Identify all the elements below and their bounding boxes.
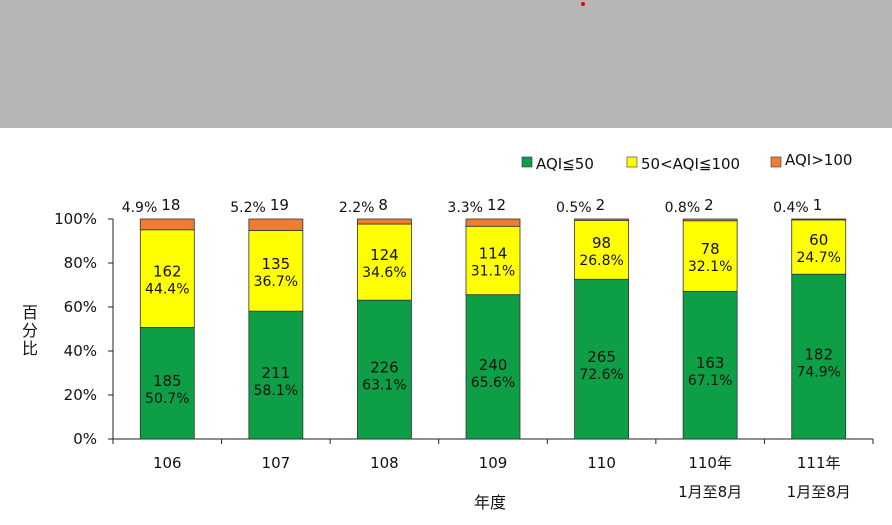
bar-segment-aqi-50-100 (791, 219, 847, 275)
data-label-percent: 2.2% (339, 200, 375, 216)
data-label-count: 19 (270, 196, 289, 214)
bar-segment-aqi-gt-100 (248, 218, 304, 231)
legend-label: AQI>100 (785, 151, 852, 169)
data-label-count: 1 (813, 196, 823, 214)
legend: AQI≦50 50<AQI≦100 AQI>100 (521, 151, 852, 173)
bar-segment-aqi-le-50 (139, 327, 195, 440)
top-gray-band (0, 0, 892, 128)
data-label-percent: 67.1% (688, 373, 732, 389)
bar-segment-aqi-50-100 (574, 219, 629, 280)
data-label-percent: 58.1% (254, 383, 298, 399)
data-label-count: 114 (479, 244, 508, 262)
data-label-percent: 5.2% (230, 200, 266, 216)
data-label-count: 18 (161, 196, 180, 214)
y-axis-title-char: 分 (22, 321, 38, 340)
data-label-count: 240 (479, 356, 508, 374)
bars (139, 218, 847, 440)
y-axis: 0% 20% 40% 60% 80% 100% (54, 210, 114, 448)
x-tick-label: 106 (153, 454, 182, 472)
data-label-percent: 0.8% (665, 200, 701, 216)
x-tick-label: 110年 (688, 454, 732, 472)
y-tick-label: 80% (64, 254, 97, 272)
data-label-percent: 72.6% (579, 367, 623, 383)
data-label-percent: 74.9% (796, 365, 840, 381)
data-label-percent: 34.6% (362, 265, 406, 281)
y-tick-label: 60% (64, 298, 97, 316)
bar-segment-aqi-50-100 (139, 229, 195, 328)
y-tick-label: 0% (73, 430, 97, 448)
x-tick-label: 110 (587, 454, 616, 472)
data-label-count: 78 (701, 240, 720, 258)
bar-segment-aqi-gt-100 (682, 218, 738, 222)
x-tick-label: 1月至8月 (787, 483, 851, 501)
data-label-percent: 36.7% (254, 274, 298, 290)
data-label-percent: 44.4% (145, 282, 189, 298)
data-label-percent: 65.6% (471, 375, 515, 391)
legend-label: AQI≦50 (536, 155, 594, 173)
bar-segment-aqi-le-50 (791, 273, 847, 440)
data-label-percent: 0.5% (556, 200, 592, 216)
bar-segment-aqi-le-50 (465, 294, 521, 440)
data-label-count: 185 (153, 372, 182, 390)
x-axis: 106 107 108 109 110 110年 1月至8月 111年 1月至8月 (112, 438, 874, 501)
bar-segment-aqi-gt-100 (465, 218, 521, 227)
data-label-count: 60 (809, 231, 828, 249)
data-label-percent: 26.8% (579, 253, 623, 269)
x-tick-label: 109 (479, 454, 508, 472)
data-label-count: 2 (596, 196, 606, 214)
bar-segment-aqi-gt-100 (357, 218, 412, 225)
data-label-percent: 50.7% (145, 391, 189, 407)
legend-swatch (521, 156, 533, 168)
data-label-percent: 24.7% (796, 250, 840, 266)
data-label-count: 162 (153, 263, 182, 281)
data-label-percent: 0.4% (773, 200, 809, 216)
y-tick-label: 40% (64, 342, 97, 360)
data-label-count: 226 (370, 359, 399, 377)
data-label-count: 124 (370, 246, 399, 264)
data-label-count: 12 (487, 196, 506, 214)
x-tick-label: 107 (262, 454, 291, 472)
bar-segment-aqi-le-50 (682, 290, 738, 440)
bar-segment-aqi-le-50 (574, 278, 629, 440)
data-label-count: 211 (262, 364, 291, 382)
y-axis-title-char: 百 (22, 303, 38, 322)
data-label-count: 265 (587, 348, 616, 366)
x-axis-title: 年度 (474, 493, 506, 512)
data-label-percent: 31.1% (471, 263, 515, 279)
y-tick-label: 20% (64, 386, 97, 404)
y-axis-title-char: 比 (22, 339, 38, 358)
data-label-percent: 4.9% (122, 200, 158, 216)
data-label-percent: 3.3% (447, 200, 483, 216)
bar-segment-aqi-50-100 (682, 220, 738, 292)
bar-segment-aqi-gt-100 (574, 218, 629, 221)
data-label-percent: 63.1% (362, 378, 406, 394)
data-label-count: 163 (696, 354, 725, 372)
data-label-count: 2 (704, 196, 714, 214)
data-label-count: 98 (592, 234, 611, 252)
x-tick-label: 108 (370, 454, 399, 472)
bar-segment-aqi-gt-100 (791, 218, 847, 221)
bar-segment-aqi-gt-100 (139, 218, 195, 231)
data-label-count: 182 (804, 346, 833, 364)
red-dot-marker (581, 2, 585, 6)
legend-swatch (626, 156, 638, 168)
data-label-count: 135 (262, 255, 291, 273)
y-axis-title: 百分比 (22, 303, 38, 358)
x-tick-label: 1月至8月 (678, 483, 742, 501)
legend-swatch (770, 156, 782, 168)
legend-label: 50<AQI≦100 (641, 155, 740, 173)
data-label-percent: 32.1% (688, 259, 732, 275)
data-label-count: 8 (378, 196, 388, 214)
y-tick-label: 100% (54, 210, 97, 228)
bar-segment-aqi-50-100 (465, 225, 521, 296)
x-tick-label: 111年 (797, 454, 841, 472)
bar-segment-aqi-50-100 (357, 223, 412, 301)
bar-segment-aqi-le-50 (357, 299, 412, 440)
